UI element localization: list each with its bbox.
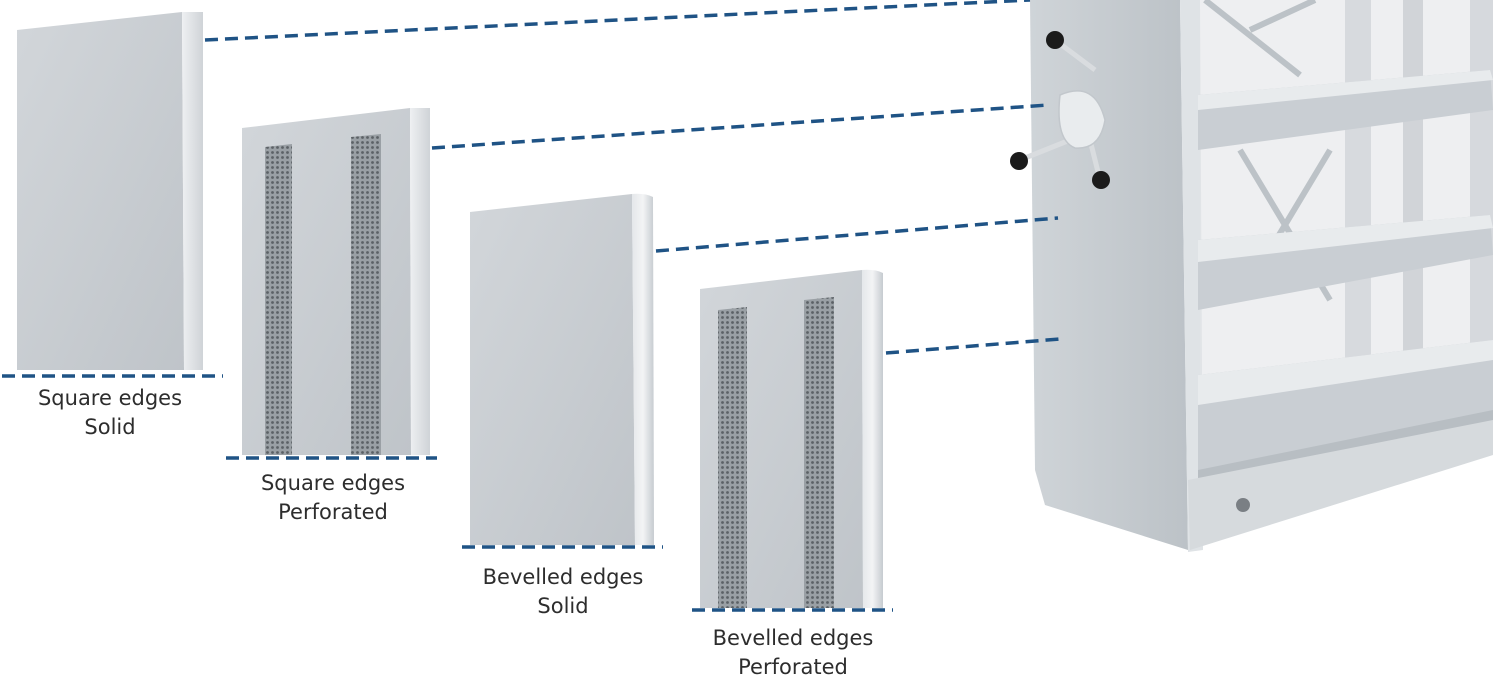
panel-square-solid [17,12,203,370]
panel-square-solid-edge [182,12,203,370]
caption-finish-label: Perforated [278,500,388,524]
shelving-upright-front-edge [1180,0,1203,552]
leader-line-square-solid [204,0,1031,42]
panel-square-perforated [242,108,430,455]
leader-line-bevelled-solid [655,216,1059,253]
caption-bevelled-perforated: Bevelled edges Perforated [688,624,898,682]
leader-line-square-perforated [431,103,1049,150]
caption-finish-label: Solid [537,594,589,618]
panel-square-solid-face [17,12,184,370]
shelving-unit [1010,0,1493,552]
crank-knob-left [1010,152,1028,170]
perforation-strip-left [718,307,747,608]
crank-knob-top [1046,31,1064,49]
panel-bevelled-perforated-edge [862,269,883,608]
panel-square-perforated-edge [410,108,430,455]
caption-finish-label: Solid [84,415,136,439]
crank-handle [1010,31,1250,512]
perforation-strip-right [351,134,381,455]
caption-edge-label: Square edges [260,471,406,495]
panel-bevelled-solid-face [470,194,635,545]
caption-edge-label: Bevelled edges [712,626,874,650]
panel-bevelled-solid [470,193,654,546]
caption-edge-label: Bevelled edges [482,565,644,589]
caption-edge-label: Square edges [37,386,183,410]
caption-bevelled-solid: Bevelled edges Solid [458,563,668,621]
perforation-strip-right [804,297,834,608]
caption-finish-label: Perforated [738,655,848,679]
leader-line-bevelled-perforated [885,337,1061,355]
caption-square-solid: Square edges Solid [5,384,215,442]
perforation-strip-left [265,144,292,455]
shelving-plinth [1188,420,1493,550]
plinth-lock-knob [1236,498,1250,512]
leader-lines [2,0,1061,612]
caption-square-perforated: Square edges Perforated [228,469,438,527]
crank-knob-right [1092,171,1110,189]
shelving-end-panel [1030,0,1188,550]
panel-bevelled-perforated [700,269,883,608]
panel-bevelled-solid-edge [632,193,654,546]
